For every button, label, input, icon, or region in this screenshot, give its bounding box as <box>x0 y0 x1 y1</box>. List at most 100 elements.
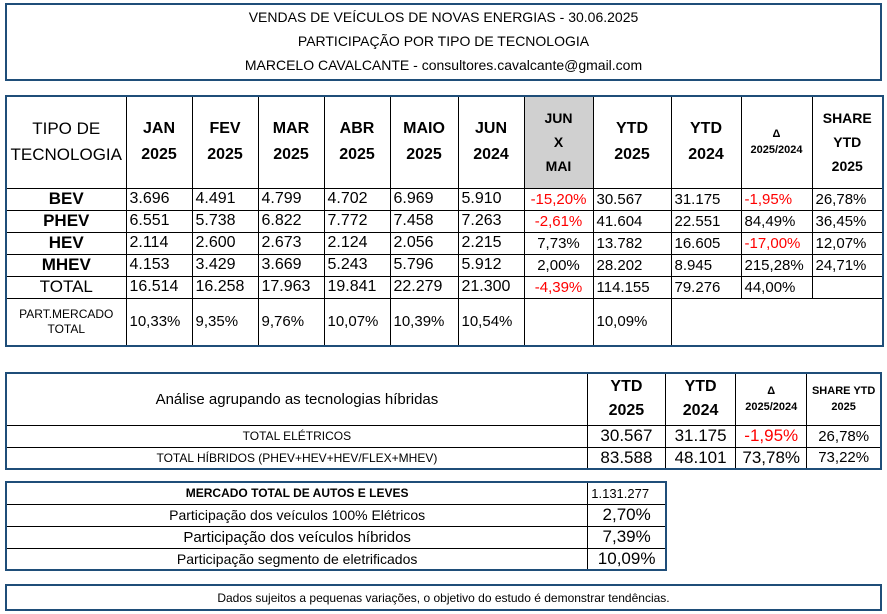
hybrid-row-label: TOTAL HÍBRIDOS (PHEV+HEV+HEV/FLEX+MHEV) <box>5 446 588 470</box>
hybrid-header-row: Análise agrupando as tecnologias híbrida… <box>5 372 882 426</box>
cell-part-jan: 10,33% <box>125 297 193 347</box>
market-row-value: 7,39% <box>587 525 667 549</box>
table-row: HEV 2.114 2.600 2.673 2.124 2.056 2.215 7,73% 13… <box>5 231 884 255</box>
cell-delta: -1,95% <box>740 187 813 211</box>
cell-part-empty <box>670 297 883 346</box>
col-header-mai: MAIO 2025 <box>389 95 459 189</box>
hybrid-cell-share: 26,78% <box>806 424 882 448</box>
cell-total-fev: 16.258 <box>191 275 259 299</box>
hybrid-col-ytd24: YTD 2024 <box>664 372 737 426</box>
cell-total-abr: 19.841 <box>323 275 391 299</box>
row-label-total: TOTAL <box>5 275 127 299</box>
cell-share: 26,78% <box>811 187 884 211</box>
hybrid-cell-ytd25: 83.588 <box>586 446 667 470</box>
cell-share: 24,71% <box>811 253 884 277</box>
market-header-row: MERCADO TOTAL DE AUTOS E LEVES 1.131.277 <box>5 481 667 505</box>
table-row: BEV 3.696 4.491 4.799 4.702 6.969 5.910 -15,20%… <box>5 187 884 211</box>
col-header-tipo: TIPO DE TECNOLOGIA <box>5 95 127 189</box>
cell-part-abr: 10,07% <box>323 297 391 347</box>
cell-total-jun24: 21.300 <box>457 275 525 299</box>
hybrid-cell-delta: -1,95% <box>735 424 808 448</box>
cell-fev: 4.491 <box>191 187 259 211</box>
cell-jx: -2,61% <box>523 209 594 233</box>
cell-ytd24: 16.605 <box>670 231 742 255</box>
cell-total-mai: 22.279 <box>389 275 459 299</box>
cell-ytd24: 8.945 <box>670 253 742 277</box>
col-header-mar: MAR 2025 <box>257 95 325 189</box>
cell-jun24: 5.912 <box>457 253 525 277</box>
cell-delta: -17,00% <box>740 231 813 255</box>
cell-abr: 4.702 <box>323 187 391 211</box>
col-header-delta: Δ 2025/2024 <box>740 95 813 189</box>
market-row-label: Participação segmento de eletrificados <box>5 547 589 571</box>
market-row: Participação dos veículos híbridos 7,39% <box>5 525 667 549</box>
cell-part-jx <box>523 297 594 347</box>
hybrid-cell-delta: 73,78% <box>735 446 808 470</box>
cell-jx: -15,20% <box>523 187 594 211</box>
col-header-jan: JAN 2025 <box>125 95 193 189</box>
hybrid-cell-ytd25: 30.567 <box>586 424 667 448</box>
cell-fev: 3.429 <box>191 253 259 277</box>
cell-jx: 2,00% <box>523 253 594 277</box>
hybrid-analysis-title: Análise agrupando as tecnologias híbrida… <box>5 372 588 426</box>
hybrid-row-label: TOTAL ELÉTRICOS <box>5 424 588 448</box>
footer-note: Dados sujeitos a pequenas variações, o o… <box>5 584 882 611</box>
table-header-row: TIPO DE TECNOLOGIA JAN 2025 FEV 2025 MAR 202… <box>5 95 884 189</box>
cell-jun24: 7.263 <box>457 209 525 233</box>
cell-total-delta: 44,00% <box>740 275 813 299</box>
cell-jx: 7,73% <box>523 231 594 255</box>
col-header-ytd24: YTD 2024 <box>670 95 742 189</box>
row-label: BEV <box>5 187 127 211</box>
row-label-part-mercado: PART.MERCADO TOTAL <box>5 297 127 347</box>
cell-part-ytd25: 10,09% <box>592 297 672 347</box>
cell-share: 12,07% <box>811 231 884 255</box>
cell-total-mar: 17.963 <box>257 275 325 299</box>
cell-share: 36,45% <box>811 209 884 233</box>
market-title: MERCADO TOTAL DE AUTOS E LEVES <box>5 481 589 505</box>
market-row-label: Participação dos veículos 100% Elétricos <box>5 503 589 527</box>
market-row: Participação dos veículos 100% Elétricos… <box>5 503 667 527</box>
cell-mai: 6.969 <box>389 187 459 211</box>
cell-ytd25: 41.604 <box>592 209 672 233</box>
cell-abr: 2.124 <box>323 231 391 255</box>
col-header-share: SHARE YTD 2025 <box>811 95 884 189</box>
cell-ytd25: 28.202 <box>592 253 672 277</box>
market-row-value: 2,70% <box>587 503 667 527</box>
table-row-total: TOTAL 16.514 16.258 17.963 19.841 22.279… <box>5 275 884 299</box>
cell-abr: 7.772 <box>323 209 391 233</box>
cell-total-ytd24: 79.276 <box>670 275 742 299</box>
cell-mar: 4.799 <box>257 187 325 211</box>
cell-mai: 7.458 <box>389 209 459 233</box>
technology-sales-table: TIPO DE TECNOLOGIA JAN 2025 FEV 2025 MAR 202… <box>5 95 884 347</box>
market-total-value: 1.131.277 <box>587 481 667 505</box>
cell-jan: 3.696 <box>125 187 193 211</box>
col-header-jun-x-mai: JUN X MAI <box>523 95 594 189</box>
cell-ytd24: 31.175 <box>670 187 742 211</box>
report-subtitle: PARTICIPAÇÃO POR TIPO DE TECNOLOGIA <box>297 33 590 49</box>
market-row-value: 10,09% <box>587 547 667 571</box>
cell-ytd25: 30.567 <box>592 187 672 211</box>
cell-ytd24: 22.551 <box>670 209 742 233</box>
row-label: MHEV <box>5 253 127 277</box>
table-row: MHEV 4.153 3.429 3.669 5.243 5.796 5.912 2,00% 2… <box>5 253 884 277</box>
table-row-part-mercado: PART.MERCADO TOTAL 10,33% 9,35% 9,76% 10,… <box>5 297 883 347</box>
cell-jan: 2.114 <box>125 231 193 255</box>
cell-total-share <box>811 275 884 299</box>
hybrid-row-hibridos: TOTAL HÍBRIDOS (PHEV+HEV+HEV/FLEX+MHEV) … <box>5 446 882 470</box>
table-row: PHEV 6.551 5.738 6.822 7.772 7.458 7.263 -2,61%… <box>5 209 884 233</box>
col-header-fev: FEV 2025 <box>191 95 259 189</box>
cell-delta: 84,49% <box>740 209 813 233</box>
cell-mai: 5.796 <box>389 253 459 277</box>
cell-jan: 6.551 <box>125 209 193 233</box>
hybrid-cell-ytd24: 48.101 <box>664 446 737 470</box>
hybrid-col-delta: Δ 2025/2024 <box>735 372 808 426</box>
cell-ytd25: 13.782 <box>592 231 672 255</box>
market-row: Participação segmento de eletrificados 1… <box>5 547 667 571</box>
cell-jun24: 2.215 <box>457 231 525 255</box>
col-header-abr: ABR 2025 <box>323 95 391 189</box>
hybrid-cell-share: 73,22% <box>806 446 882 470</box>
cell-abr: 5.243 <box>323 253 391 277</box>
report-title: VENDAS DE VEÍCULOS DE NOVAS ENERGIAS - 3… <box>248 9 639 25</box>
cell-part-mai: 10,39% <box>389 297 459 347</box>
report-author: MARCELO CAVALCANTE - consultores.cavalca… <box>244 57 643 73</box>
